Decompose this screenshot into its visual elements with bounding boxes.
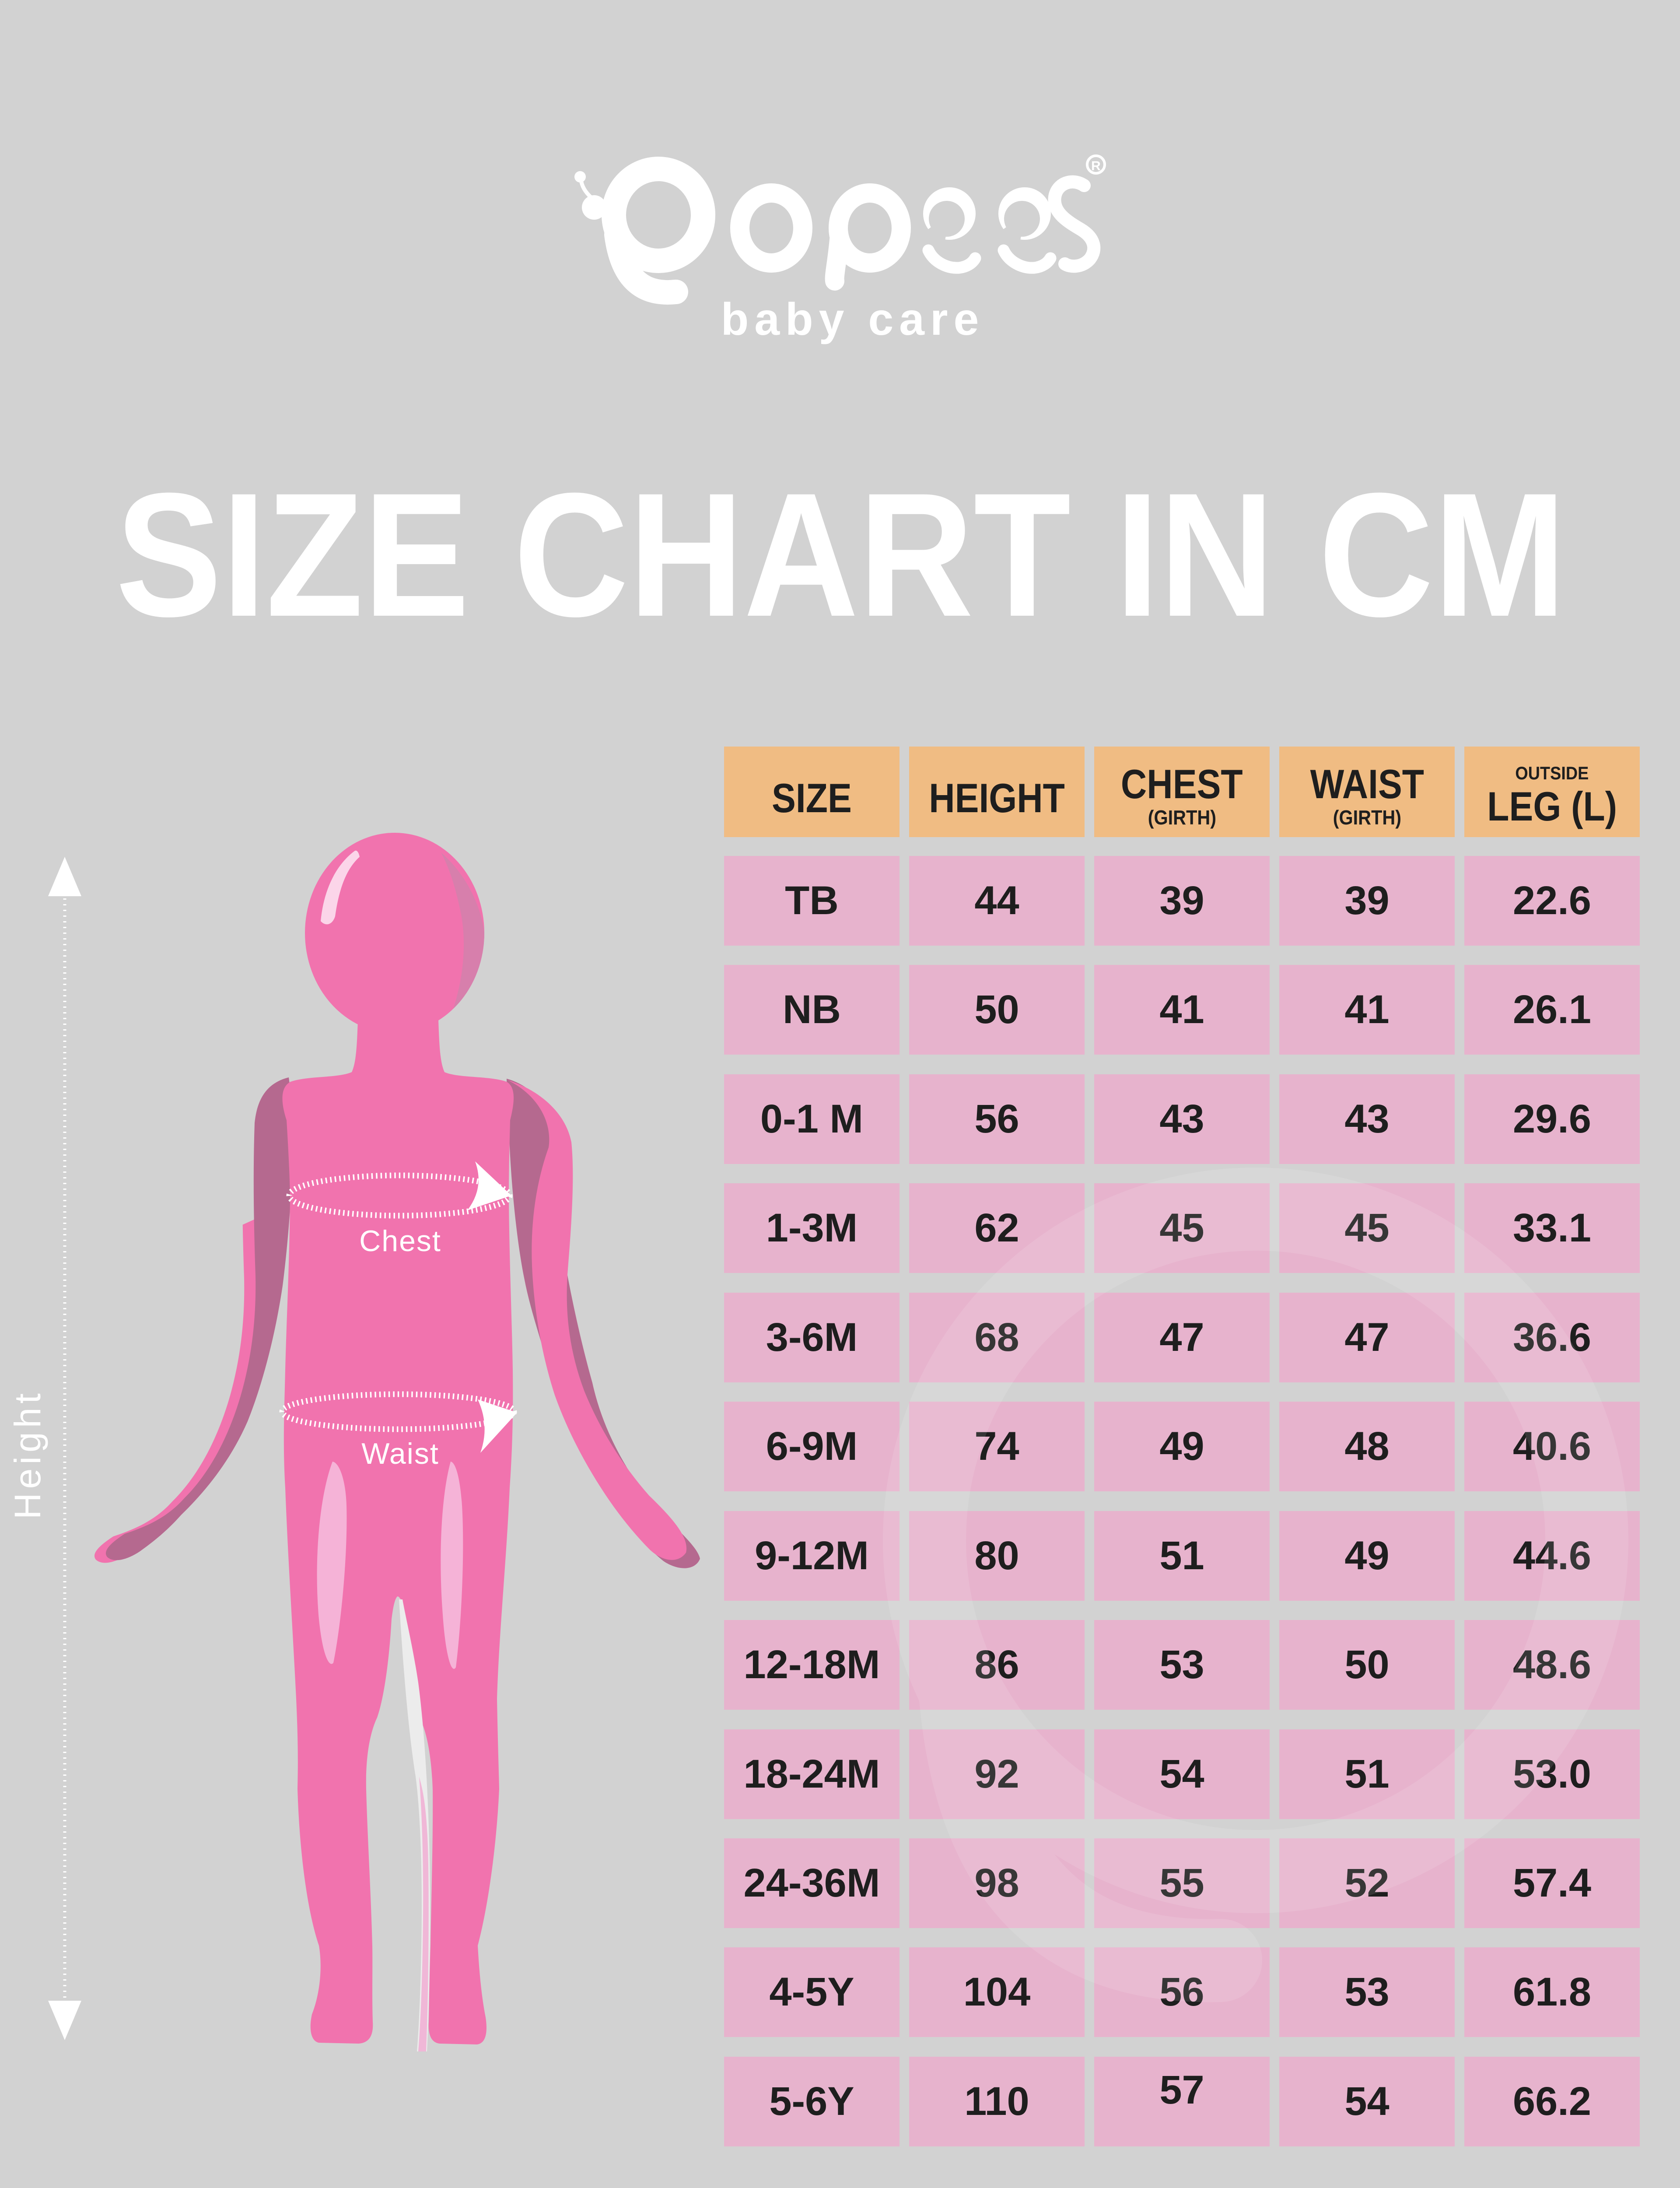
svg-text:Chest: Chest bbox=[359, 1224, 441, 1258]
svg-text:Height: Height bbox=[7, 1389, 48, 1519]
svg-text:baby care: baby care bbox=[721, 294, 985, 345]
svg-text:Waist: Waist bbox=[361, 1437, 439, 1470]
svg-text:R: R bbox=[1091, 159, 1101, 173]
